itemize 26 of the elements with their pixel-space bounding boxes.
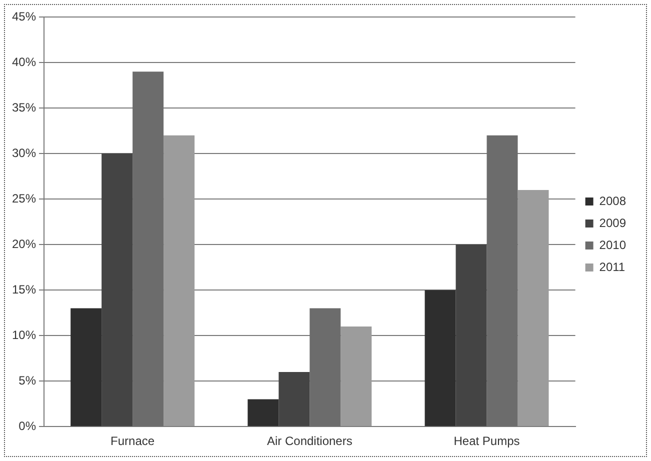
y-tick-label: 0%	[18, 418, 36, 433]
bar	[70, 308, 102, 426]
bar	[102, 154, 133, 426]
y-tick-label: 35%	[12, 100, 36, 114]
bar	[340, 326, 372, 426]
bar	[164, 135, 195, 426]
legend-label: 2011	[599, 260, 626, 274]
y-tick-label: 45%	[12, 9, 36, 24]
y-tick-label: 25%	[12, 191, 36, 206]
legend-label: 2009	[599, 216, 626, 230]
bar	[278, 372, 310, 426]
x-tick-label: Heat Pumps	[454, 434, 520, 448]
y-tick-label: 15%	[12, 282, 36, 296]
y-tick-label: 20%	[12, 236, 36, 251]
x-tick-label: Furnace	[110, 434, 155, 448]
legend-label: 2008	[599, 194, 626, 208]
x-tick-label: Air Conditioners	[266, 434, 352, 448]
bar	[518, 190, 549, 426]
bar	[248, 399, 279, 426]
y-tick-label: 5%	[18, 373, 36, 388]
y-tick-label: 40%	[12, 54, 36, 69]
bar	[424, 290, 456, 426]
legend-label: 2010	[599, 238, 626, 252]
y-tick-label: 10%	[12, 328, 36, 342]
bar	[456, 244, 487, 426]
y-tick-label: 30%	[12, 146, 36, 160]
